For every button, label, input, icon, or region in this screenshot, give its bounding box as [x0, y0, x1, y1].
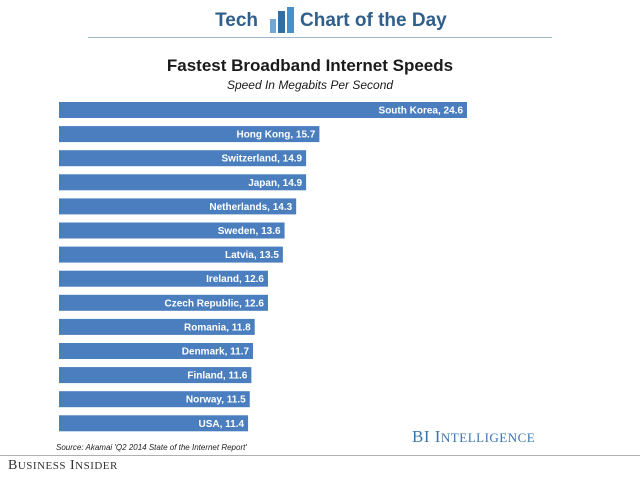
bi-footer-rest-2: NSIDER — [75, 460, 118, 472]
bar-label-romania: Romania, 11.8 — [184, 322, 251, 333]
business-insider-logo: BUSINESS INSIDER — [8, 458, 118, 474]
bi-logo-word-1: BI — [412, 427, 430, 446]
bar-label-norway: Norway, 11.5 — [186, 395, 246, 406]
bar-label-netherlands: Netherlands, 14.3 — [209, 202, 292, 213]
bar-label-japan: Japan, 14.9 — [248, 178, 302, 189]
bi-intelligence-logo: BI INTELLIGENCE — [412, 427, 535, 447]
bi-footer-initial-1: B — [8, 458, 18, 473]
bar-sweden — [59, 222, 285, 239]
bar-label-sweden: Sweden, 13.6 — [218, 226, 281, 237]
bar-label-switzerland: Switzerland, 14.9 — [222, 154, 303, 165]
bar-label-south-korea: South Korea, 24.6 — [379, 106, 464, 117]
chart-subtitle: Speed In Megabits Per Second — [226, 78, 394, 92]
header-divider — [88, 37, 552, 38]
bar-logo-icon — [270, 7, 294, 33]
bar-label-hong-kong: Hong Kong, 15.7 — [236, 130, 315, 141]
bar-czech-republic — [59, 294, 268, 311]
bar-label-latvia: Latvia, 13.5 — [225, 250, 279, 261]
chart-header: Tech Chart of the Day — [0, 0, 640, 38]
bar-hong-kong — [59, 126, 320, 143]
bi-logo-initial-2: I — [434, 427, 441, 446]
bi-footer-initial-2: I — [69, 458, 76, 473]
bi-logo-rest-2: NTELLIGENCE — [440, 430, 536, 445]
bar-netherlands — [59, 198, 297, 215]
bi-footer-rest-1: USINESS — [17, 460, 66, 472]
bar-denmark — [59, 343, 254, 359]
bar-romania — [59, 318, 255, 335]
bar-latvia — [59, 246, 283, 263]
header-chart-of-the-day-label: Chart of the Day — [300, 10, 447, 31]
chart-title: Fastest Broadband Internet Speeds — [166, 56, 454, 75]
bar-finland — [59, 367, 252, 384]
bar-label-denmark: Denmark, 11.7 — [182, 347, 250, 358]
footer-divider — [0, 455, 640, 456]
bar-label-ireland: Ireland, 12.6 — [206, 274, 264, 285]
header-tech-label: Tech — [215, 10, 258, 31]
bar-south-korea — [59, 102, 467, 118]
source-note: Source: Akamai 'Q2 2014 State of the Int… — [56, 443, 247, 452]
bar-label-finland: Finland, 11.6 — [187, 371, 247, 382]
bar-label-czech-republic: Czech Republic, 12.6 — [164, 298, 264, 309]
bar-ireland — [59, 270, 268, 287]
bar-japan — [59, 174, 307, 191]
bar-label-usa: USA, 11.4 — [198, 419, 244, 430]
bar-norway — [59, 391, 250, 408]
bar-usa — [59, 415, 249, 432]
bar-switzerland — [59, 150, 307, 167]
